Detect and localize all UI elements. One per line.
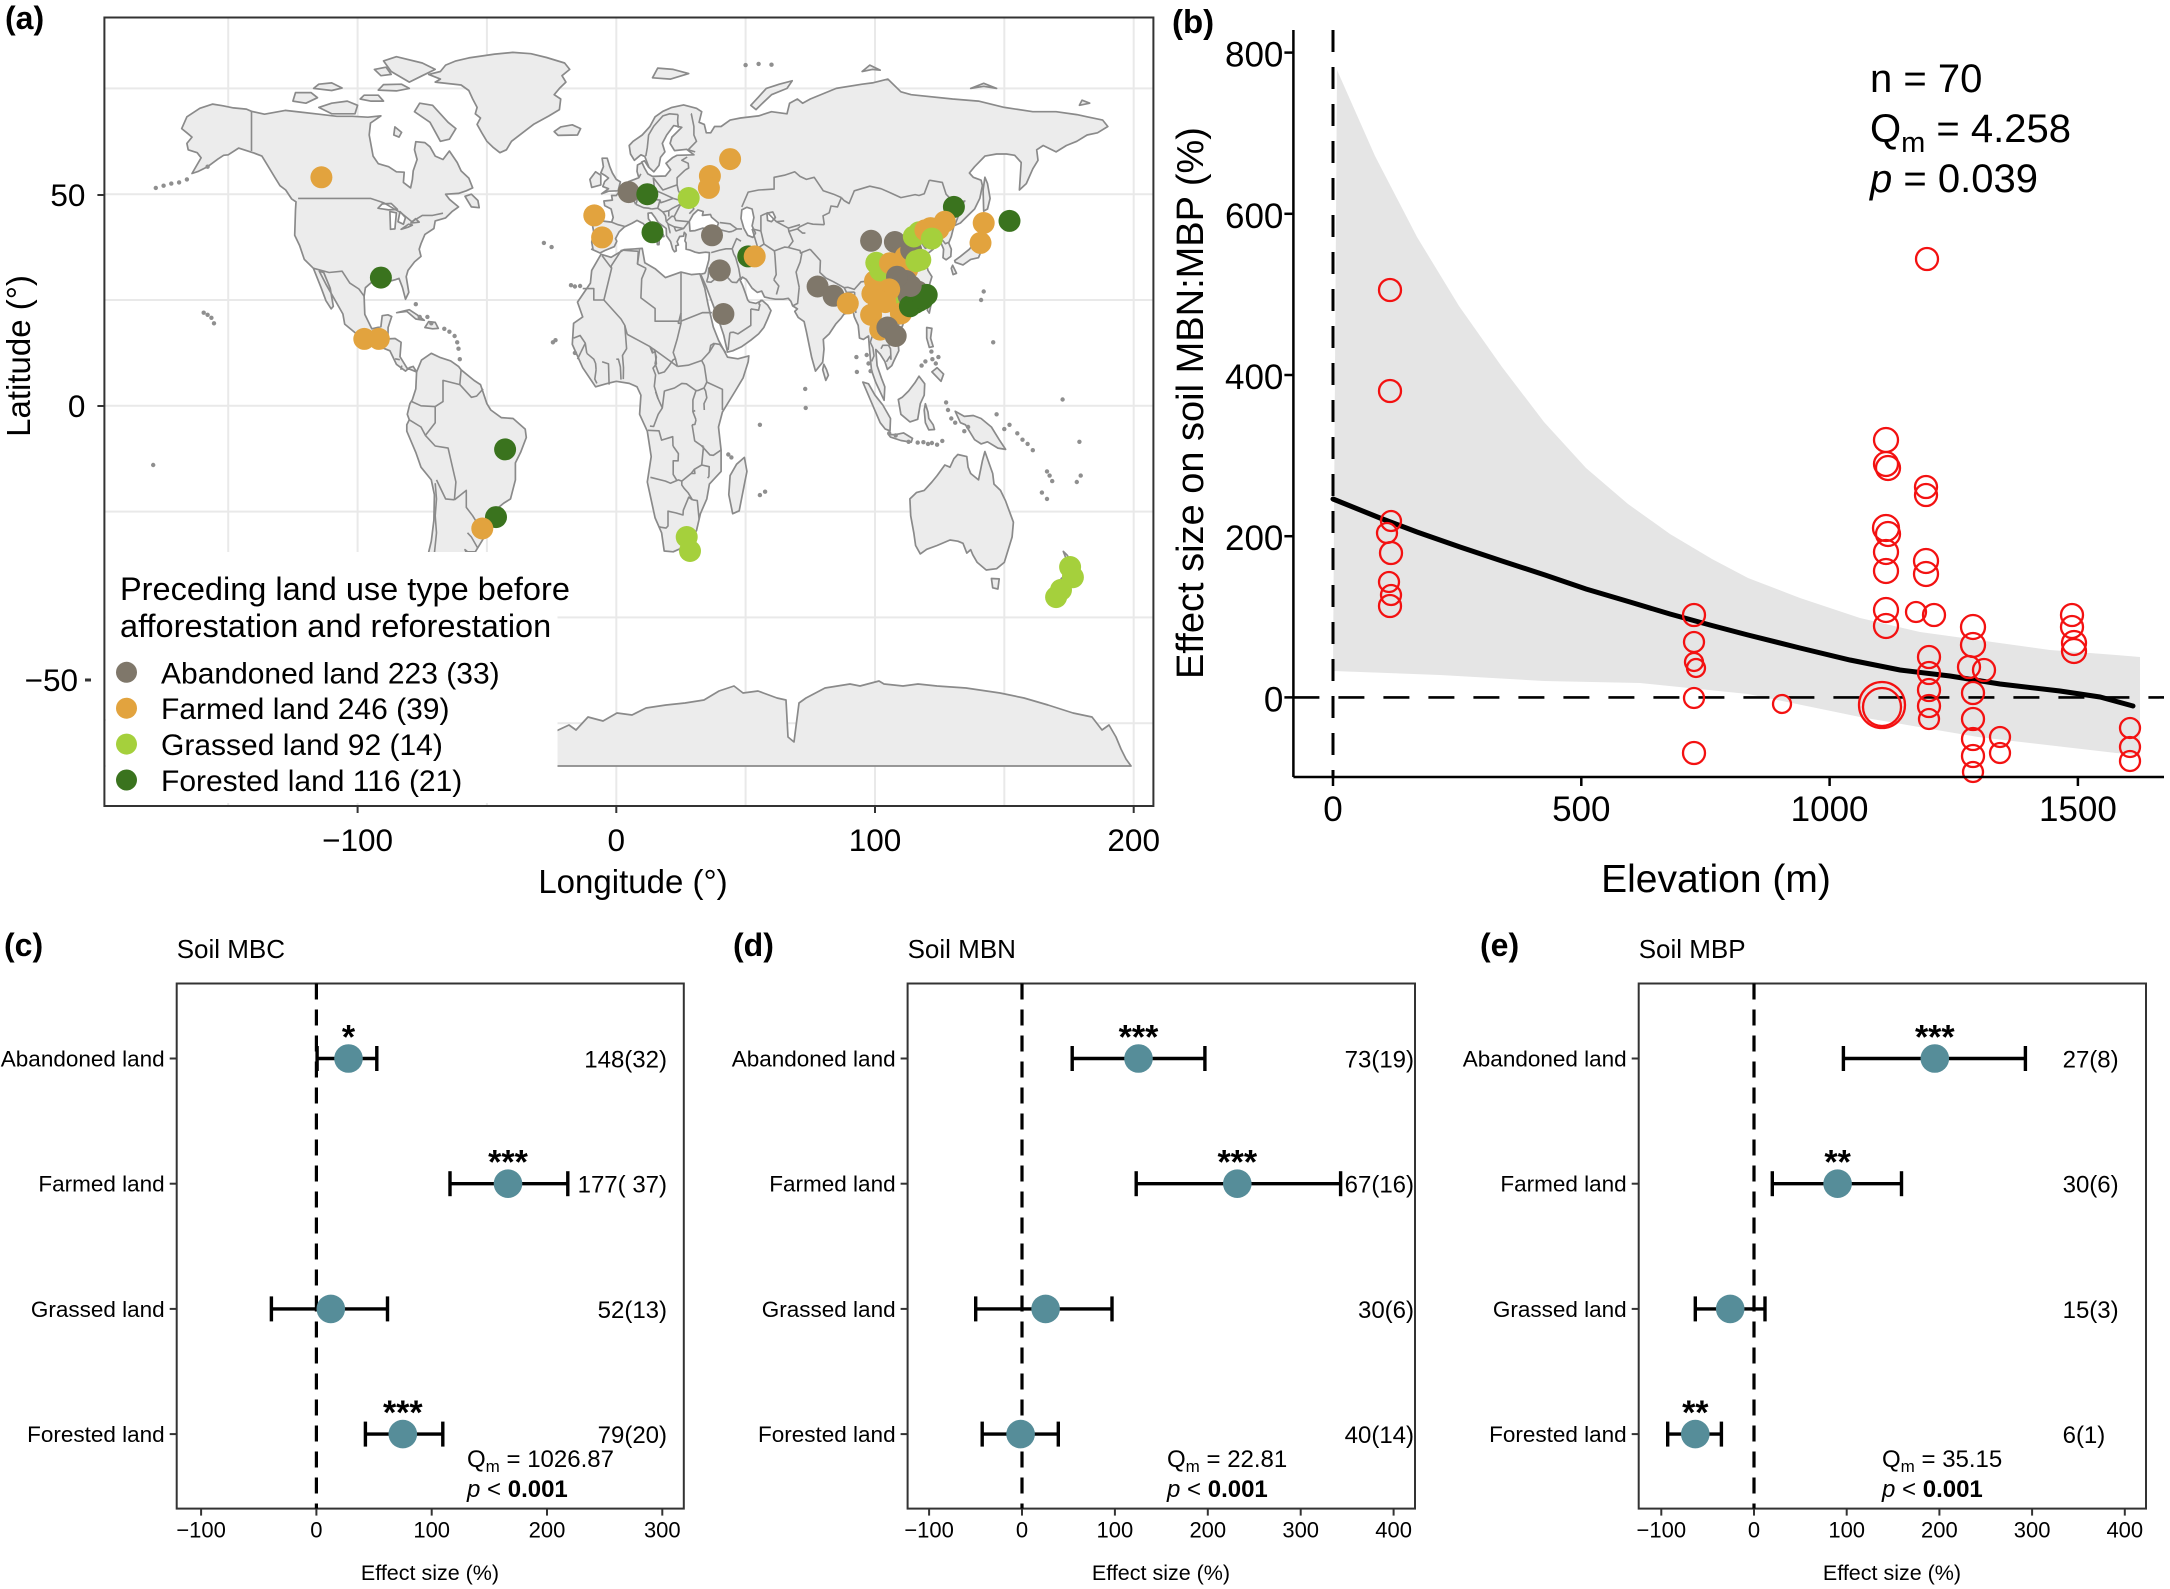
svg-text:Soil MBP: Soil MBP	[1639, 934, 1746, 964]
svg-text:52(13): 52(13)	[598, 1297, 667, 1324]
svg-text:100: 100	[1097, 1518, 1134, 1543]
svg-text:50: 50	[50, 177, 85, 213]
svg-text:−100: −100	[322, 822, 393, 858]
svg-text:Abandoned land 223 (33): Abandoned land 223 (33)	[161, 657, 500, 690]
svg-text:200: 200	[1225, 519, 1283, 558]
svg-text:***: ***	[383, 1394, 423, 1432]
svg-text:Farmed land: Farmed land	[38, 1172, 164, 1197]
svg-text:**: **	[1682, 1394, 1709, 1432]
svg-text:Abandoned land: Abandoned land	[1463, 1047, 1627, 1072]
svg-text:400: 400	[1225, 358, 1283, 397]
svg-text:30(6): 30(6)	[2063, 1172, 2119, 1199]
svg-text:600: 600	[1225, 197, 1283, 236]
svg-text:Effect size (%): Effect size (%)	[361, 1561, 499, 1585]
svg-text:40(14): 40(14)	[1345, 1422, 1414, 1449]
svg-text:Qm = 4.258: Qm = 4.258	[1870, 107, 2071, 159]
svg-text:**: **	[1824, 1144, 1851, 1182]
svg-text:100: 100	[1828, 1518, 1865, 1543]
svg-text:Abandoned land: Abandoned land	[1, 1047, 165, 1072]
svg-text:Forested land: Forested land	[758, 1422, 896, 1447]
svg-text:(e): (e)	[1480, 927, 1519, 963]
svg-text:400: 400	[1375, 1518, 1412, 1543]
svg-text:200: 200	[1921, 1518, 1958, 1543]
svg-text:73(19): 73(19)	[1345, 1047, 1414, 1074]
svg-text:0: 0	[1016, 1518, 1028, 1543]
svg-text:67(16): 67(16)	[1345, 1172, 1414, 1199]
svg-text:Farmed land: Farmed land	[1500, 1172, 1626, 1197]
svg-text:79(20): 79(20)	[598, 1422, 667, 1449]
svg-text:−100: −100	[1637, 1518, 1687, 1543]
svg-text:100: 100	[849, 822, 902, 858]
svg-text:148(32): 148(32)	[584, 1047, 667, 1074]
svg-text:200: 200	[1189, 1518, 1226, 1543]
svg-text:0: 0	[608, 822, 626, 858]
svg-text:afforestation and reforestatio: afforestation and reforestation	[120, 608, 551, 644]
svg-text:***: ***	[1119, 1019, 1159, 1057]
svg-text:0: 0	[1748, 1518, 1760, 1543]
svg-text:Grassed land: Grassed land	[762, 1297, 896, 1322]
svg-text:6(1): 6(1)	[2063, 1422, 2106, 1449]
svg-text:Effect size (%): Effect size (%)	[1823, 1561, 1961, 1585]
svg-text:0: 0	[1264, 680, 1283, 719]
svg-text:(c): (c)	[4, 927, 43, 963]
svg-text:***: ***	[1217, 1144, 1257, 1182]
svg-text:30(6): 30(6)	[1358, 1297, 1414, 1324]
svg-text:177( 37): 177( 37)	[578, 1172, 667, 1199]
svg-text:0: 0	[310, 1518, 322, 1543]
svg-text:0: 0	[1323, 790, 1342, 829]
svg-text:p < 0.001: p < 0.001	[1166, 1476, 1268, 1503]
svg-text:n = 70: n = 70	[1870, 57, 1982, 101]
svg-text:Qm = 22.81: Qm = 22.81	[1167, 1446, 1287, 1476]
svg-text:Forested land 116 (21): Forested land 116 (21)	[161, 765, 462, 798]
svg-text:Grassed land: Grassed land	[31, 1297, 165, 1322]
svg-text:***: ***	[488, 1144, 528, 1182]
svg-text:100: 100	[413, 1518, 450, 1543]
svg-text:(b): (b)	[1172, 3, 1214, 40]
svg-text:Soil MBN: Soil MBN	[908, 934, 1016, 964]
svg-text:(a): (a)	[5, 0, 44, 36]
svg-text:−50: −50	[25, 662, 78, 698]
svg-text:0: 0	[68, 388, 86, 424]
svg-text:Longitude (°): Longitude (°)	[538, 863, 727, 900]
svg-text:Qm = 1026.87: Qm = 1026.87	[467, 1446, 614, 1476]
svg-text:Grassed land 92 (14): Grassed land 92 (14)	[161, 729, 443, 762]
svg-text:400: 400	[2106, 1518, 2143, 1543]
svg-text:Latitude (°): Latitude (°)	[0, 275, 37, 437]
svg-text:200: 200	[1107, 822, 1160, 858]
svg-text:1000: 1000	[1791, 790, 1869, 829]
svg-text:200: 200	[529, 1518, 566, 1543]
svg-text:(d): (d)	[733, 927, 774, 963]
svg-text:Grassed land: Grassed land	[1493, 1297, 1627, 1322]
svg-text:Farmed land 246 (39): Farmed land 246 (39)	[161, 693, 450, 726]
svg-text:p < 0.001: p < 0.001	[466, 1476, 568, 1503]
svg-text:Effect size on soil MBN:MBP (%: Effect size on soil MBN:MBP (%)	[1170, 127, 1212, 679]
svg-text:300: 300	[1282, 1518, 1319, 1543]
svg-text:***: ***	[1915, 1019, 1955, 1057]
svg-text:Elevation (m): Elevation (m)	[1601, 858, 1831, 901]
svg-text:15(3): 15(3)	[2063, 1297, 2119, 1324]
svg-text:300: 300	[2014, 1518, 2051, 1543]
svg-text:Effect size (%): Effect size (%)	[1092, 1561, 1230, 1585]
svg-text:Forested land: Forested land	[27, 1422, 165, 1447]
svg-text:27(8): 27(8)	[2063, 1047, 2119, 1074]
svg-text:*: *	[342, 1019, 356, 1057]
svg-text:Soil MBC: Soil MBC	[177, 934, 285, 964]
svg-text:Qm = 35.15: Qm = 35.15	[1882, 1446, 2002, 1476]
svg-text:500: 500	[1552, 790, 1610, 829]
svg-text:Forested land: Forested land	[1489, 1422, 1627, 1447]
svg-text:Preceding land use type before: Preceding land use type before	[120, 571, 570, 607]
svg-text:p < 0.001: p < 0.001	[1881, 1476, 1983, 1503]
svg-text:300: 300	[644, 1518, 681, 1543]
svg-text:800: 800	[1225, 36, 1283, 75]
svg-text:−100: −100	[904, 1518, 954, 1543]
svg-text:Abandoned land: Abandoned land	[732, 1047, 896, 1072]
svg-text:−100: −100	[176, 1518, 226, 1543]
svg-text:p = 0.039: p = 0.039	[1869, 157, 2038, 201]
svg-text:Farmed land: Farmed land	[769, 1172, 895, 1197]
svg-text:1500: 1500	[2039, 790, 2117, 829]
